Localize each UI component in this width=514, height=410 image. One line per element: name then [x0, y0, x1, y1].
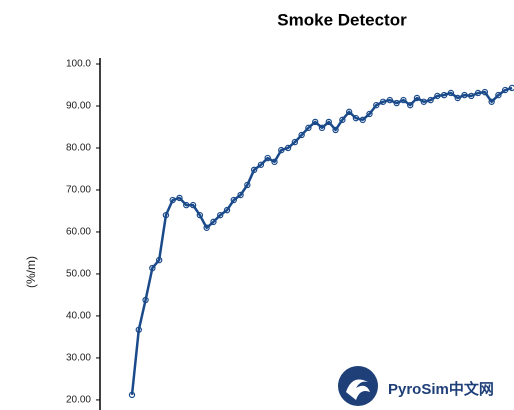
y-tick-label: 70.00 — [66, 185, 91, 196]
data-point — [284, 144, 292, 152]
data-point — [379, 98, 387, 105]
data-point — [176, 194, 183, 202]
data-point — [128, 391, 136, 399]
y-tick-label: 50.00 — [66, 269, 91, 280]
data-point — [413, 94, 421, 102]
data-point — [352, 114, 360, 122]
data-point — [217, 211, 224, 219]
watermark-logo — [338, 366, 378, 406]
data-point — [488, 98, 495, 105]
data-point — [325, 118, 332, 126]
data-point — [230, 196, 237, 204]
data-point — [210, 218, 217, 226]
data-point — [155, 256, 163, 264]
data-point — [366, 110, 373, 118]
data-point — [135, 326, 142, 333]
data-point — [244, 181, 251, 189]
data-point — [196, 211, 204, 219]
data-point — [149, 264, 156, 272]
data-point — [427, 96, 434, 104]
data-point — [162, 211, 170, 219]
data-point — [339, 116, 346, 124]
data-point — [393, 99, 400, 107]
chart-title: Smoke Detector — [277, 10, 407, 29]
data-point — [400, 96, 407, 104]
y-tick-label: 60.00 — [66, 227, 91, 238]
data-point — [502, 86, 509, 94]
data-point — [318, 124, 326, 132]
watermark: PyroSim中文网 — [388, 380, 494, 398]
data-point — [183, 201, 190, 209]
data-point — [305, 124, 312, 132]
data-point — [278, 146, 285, 154]
data-point — [468, 92, 475, 100]
data-point — [461, 91, 468, 99]
data-point — [271, 158, 278, 166]
data-point — [420, 98, 427, 105]
data-point — [264, 154, 271, 162]
data-point — [407, 101, 414, 109]
data-point — [474, 89, 482, 97]
data-point — [373, 101, 380, 109]
y-tick-label: 90.00 — [66, 101, 91, 112]
data-point — [495, 91, 502, 99]
y-tick-label: 20.00 — [66, 395, 91, 406]
data-point — [481, 88, 489, 96]
data-point — [189, 201, 197, 209]
data-point — [454, 94, 461, 102]
data-line — [130, 86, 513, 396]
y-tick-label: 100.0 — [66, 59, 91, 70]
y-tick-label: 30.00 — [66, 353, 91, 364]
data-point — [291, 138, 299, 146]
data-point — [332, 126, 339, 134]
data-point — [447, 89, 455, 97]
data-point — [508, 84, 514, 92]
data-point — [223, 206, 231, 214]
data-point — [257, 161, 265, 168]
data-point — [237, 191, 244, 199]
data-point — [250, 166, 258, 174]
y-tick-label: 80.00 — [66, 143, 91, 154]
data-point — [359, 116, 366, 124]
data-point — [440, 91, 448, 99]
y-axis-label: (%/m) — [24, 256, 38, 288]
y-tick-label: 40.00 — [66, 311, 91, 322]
data-point — [203, 224, 210, 231]
data-point — [142, 296, 149, 304]
data-point — [434, 92, 441, 100]
data-point — [169, 196, 176, 204]
data-point — [312, 118, 319, 126]
data-point — [345, 108, 353, 116]
data-point — [298, 131, 305, 139]
data-point — [386, 96, 394, 104]
